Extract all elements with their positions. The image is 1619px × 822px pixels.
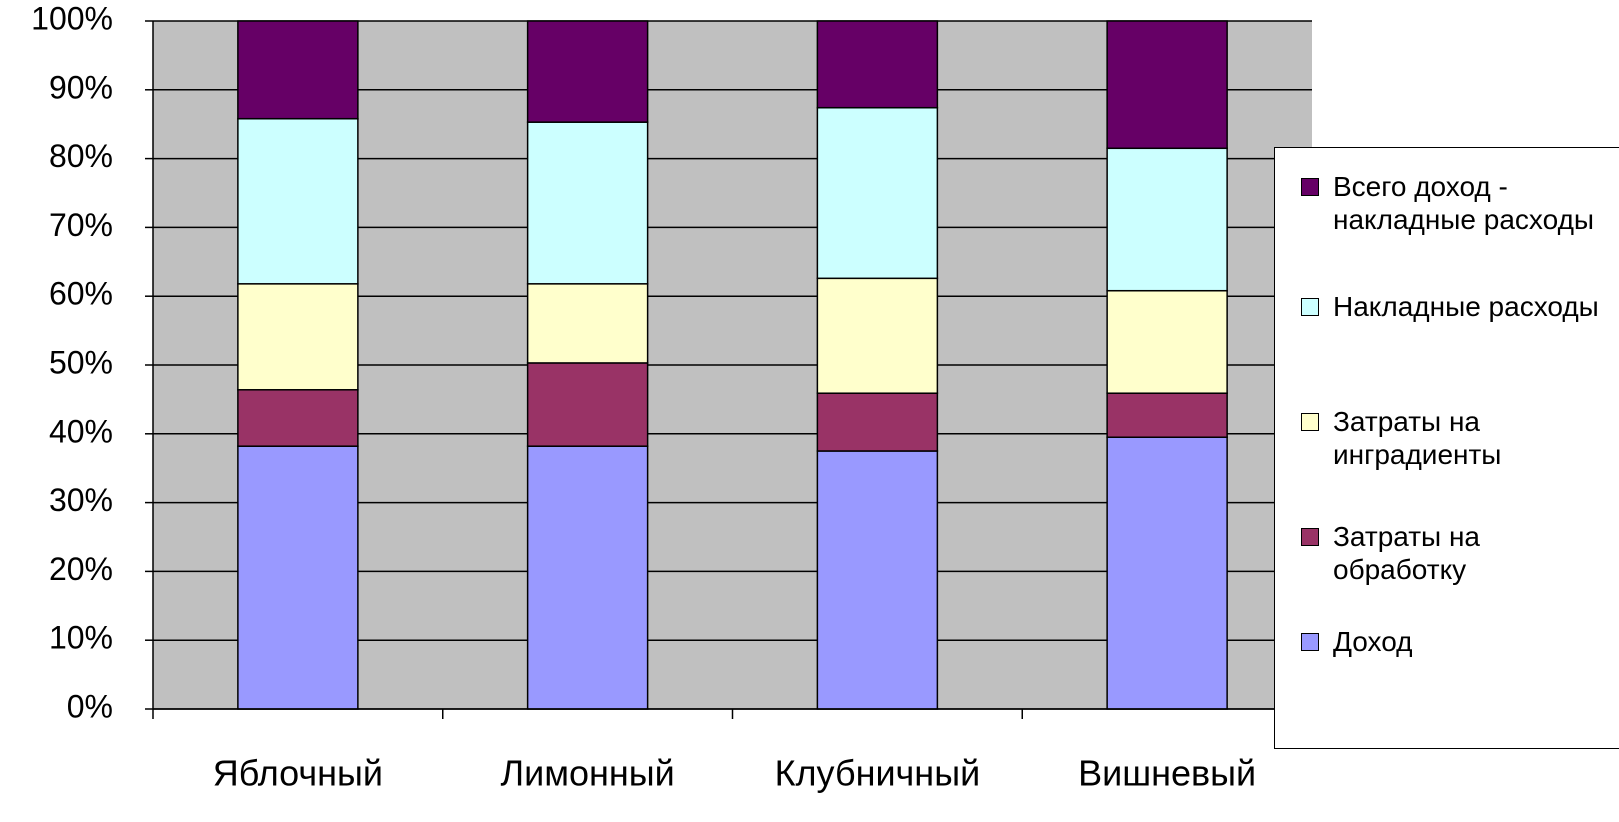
y-tick-label: 0% bbox=[67, 688, 113, 724]
y-tick-label: 60% bbox=[49, 276, 113, 312]
bar-segment bbox=[1106, 20, 1228, 150]
bar-segment bbox=[816, 277, 939, 394]
bar-segment bbox=[1106, 436, 1228, 710]
bar-segment bbox=[526, 121, 649, 285]
x-tick-label: Клубничный bbox=[775, 753, 981, 794]
legend-entry: Затраты на обработку bbox=[1301, 520, 1603, 586]
x-tick-label: Лимонный bbox=[500, 753, 674, 794]
bar-segment bbox=[816, 106, 939, 280]
bar-segment bbox=[526, 445, 649, 710]
y-tick-label: 50% bbox=[49, 344, 113, 380]
legend-label: Накладные расходы bbox=[1333, 291, 1599, 322]
y-tick-label: 80% bbox=[49, 138, 113, 174]
legend-swatch bbox=[1301, 528, 1319, 546]
legend: Всего доход - накладные расходы Накладные… bbox=[1274, 147, 1619, 749]
legend-swatch bbox=[1301, 633, 1319, 651]
y-tick-label: 30% bbox=[49, 482, 113, 518]
bar-segment bbox=[237, 283, 359, 391]
x-tick-label: Яблочный bbox=[213, 753, 383, 794]
bar-segment bbox=[526, 20, 649, 123]
legend-entry: Накладные расходы bbox=[1301, 290, 1603, 323]
y-tick-label: 100% bbox=[31, 0, 113, 36]
x-tick-label: Вишневый bbox=[1078, 753, 1256, 794]
bar-segment bbox=[816, 392, 939, 452]
legend-entry: Всего доход - накладные расходы bbox=[1301, 170, 1603, 236]
y-tick-label: 90% bbox=[49, 69, 113, 105]
bar-segment bbox=[237, 389, 359, 447]
legend-entry: Затраты на инградиенты bbox=[1301, 405, 1603, 471]
bar-segment bbox=[237, 20, 359, 120]
y-tick-label: 10% bbox=[49, 620, 113, 656]
legend-label: Всего доход - накладные расходы bbox=[1333, 171, 1595, 235]
bar-segment bbox=[1106, 289, 1228, 394]
legend-label: Затраты на инградиенты bbox=[1333, 406, 1502, 470]
legend-swatch bbox=[1301, 413, 1319, 431]
y-tick-label: 40% bbox=[49, 413, 113, 449]
bar-segment bbox=[237, 117, 359, 285]
legend-swatch bbox=[1301, 298, 1319, 316]
legend-swatch bbox=[1301, 178, 1319, 196]
y-tick-label: 20% bbox=[49, 551, 113, 587]
y-tick-label: 70% bbox=[49, 207, 113, 243]
legend-label: Затраты на обработку bbox=[1333, 521, 1480, 585]
bar-segment bbox=[1106, 392, 1228, 438]
bar-segment bbox=[816, 450, 939, 710]
bar-segment bbox=[816, 20, 939, 109]
bar-segment bbox=[237, 445, 359, 710]
bar-segment bbox=[1106, 147, 1228, 292]
bar-segment bbox=[526, 283, 649, 364]
legend-label: Доход bbox=[1333, 626, 1413, 657]
bar-segment bbox=[526, 362, 649, 447]
legend-entry: Доход bbox=[1301, 625, 1603, 658]
